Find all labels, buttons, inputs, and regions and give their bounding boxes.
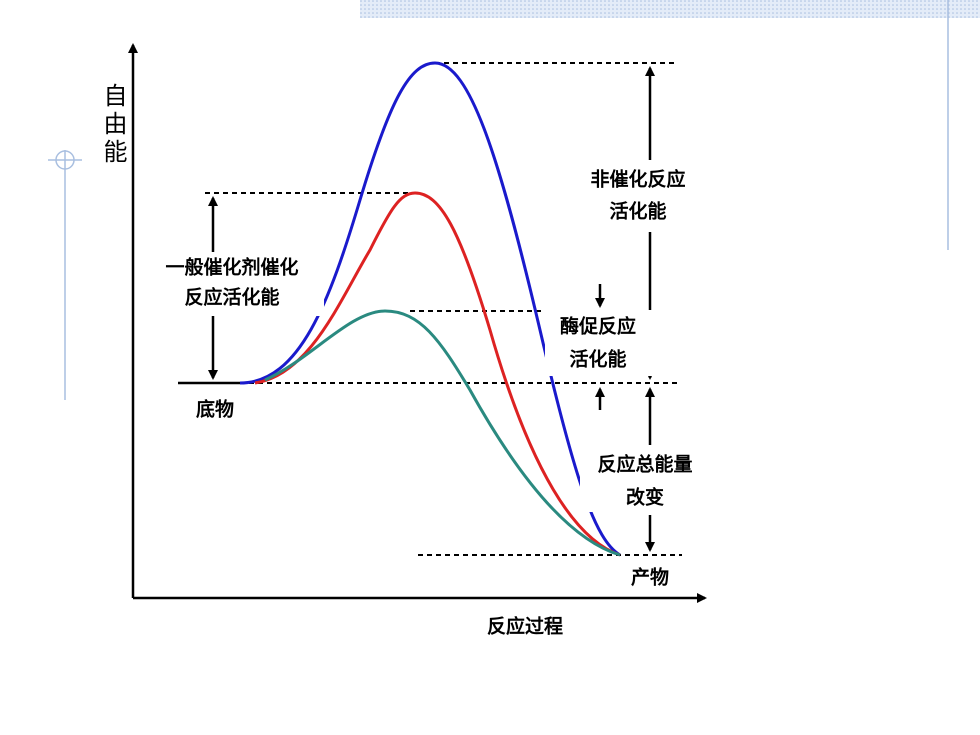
label-bg [580,448,710,512]
levels [178,62,682,556]
label: 酶促反应 [560,315,636,338]
label: 产物 [631,566,669,589]
label: 底物 [196,398,234,421]
y-axis-label: 自由能 [99,83,127,167]
label: 活化能 [609,200,666,223]
x-axis-label: 反应过程 [487,615,563,638]
label: 反应总能量 [597,453,692,476]
label: 非催化反应 [590,168,685,191]
label: 活化能 [569,348,626,371]
decoration [48,0,980,400]
label-bg [138,252,324,316]
label: 一般催化剂催化 [165,256,298,279]
label: 改变 [626,486,664,509]
label-bg [545,310,655,376]
curves [239,61,621,557]
label: 反应活化能 [184,286,279,309]
label-bg [578,160,700,232]
axes [128,43,707,603]
